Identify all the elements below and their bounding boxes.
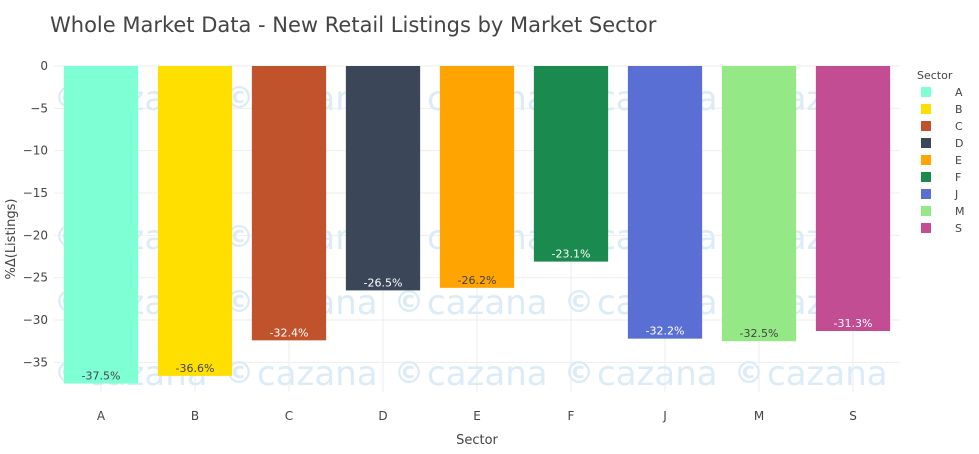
- bars: -37.5% -36.6% -32.4% -26.5% -26.2% -23.1% -32.…: [63, 66, 891, 384]
- data-label: -32.5%: [740, 327, 779, 340]
- y-tick-label: −5: [30, 101, 48, 115]
- legend-label: D: [955, 137, 963, 150]
- x-axis-title: Sector: [456, 433, 498, 448]
- legend-label: E: [955, 154, 962, 167]
- legend-label: J: [954, 188, 958, 201]
- legend-item-A[interactable]: A: [921, 86, 963, 99]
- y-axis-title: %Δ(Listings): [4, 199, 19, 280]
- bar-S: [815, 66, 891, 332]
- y-tick-label: −15: [23, 186, 48, 200]
- watermark-logo-icon: ©: [394, 285, 424, 320]
- bar-F: [533, 66, 609, 262]
- legend-label: A: [955, 86, 963, 99]
- y-tick-label: −35: [23, 355, 48, 369]
- legend-swatch: [921, 206, 931, 216]
- legend-item-S[interactable]: S: [921, 222, 962, 235]
- legend-label: F: [955, 171, 961, 184]
- legend-swatch: [921, 189, 931, 199]
- chart-title: Whole Market Data - New Retail Listings …: [50, 13, 657, 37]
- legend-item-J[interactable]: J: [921, 188, 958, 201]
- watermark-logo-icon: ©: [394, 356, 424, 391]
- bar-B: [157, 66, 233, 376]
- data-label: -26.2%: [458, 274, 497, 287]
- x-tick-label: A: [97, 409, 106, 423]
- bar-J: [627, 66, 703, 339]
- legend-label: M: [955, 205, 965, 218]
- legend-swatch: [921, 138, 931, 148]
- watermark-text: cazana: [427, 283, 548, 323]
- bar-M: [721, 66, 797, 342]
- y-axis-ticks: 0 −5 −10 −15 −20 −25 −30 −35: [23, 59, 48, 369]
- data-label: -37.5%: [82, 370, 121, 383]
- x-tick-label: B: [191, 409, 199, 423]
- x-tick-label: M: [754, 409, 764, 423]
- y-tick-label: 0: [40, 59, 48, 73]
- legend-item-C[interactable]: C: [921, 120, 963, 133]
- x-tick-label: E: [473, 409, 481, 423]
- x-tick-label: F: [568, 409, 575, 423]
- watermark-text: cazana: [767, 354, 888, 394]
- data-label: -32.2%: [646, 325, 685, 338]
- x-tick-label: D: [378, 409, 387, 423]
- watermark-logo-icon: ©: [564, 285, 594, 320]
- data-label: -23.1%: [552, 248, 591, 261]
- x-tick-label: J: [662, 409, 667, 423]
- legend-item-B[interactable]: B: [921, 103, 963, 116]
- watermark-text: cazana: [427, 354, 548, 394]
- legend-swatch: [921, 155, 931, 165]
- legend-label: B: [955, 103, 963, 116]
- legend-item-E[interactable]: E: [921, 154, 962, 167]
- bar-A: [63, 66, 139, 384]
- watermark-logo-icon: ©: [734, 356, 764, 391]
- data-label: -26.5%: [364, 276, 403, 289]
- watermark-text: cazana: [597, 354, 718, 394]
- legend-swatch: [921, 223, 931, 233]
- x-tick-label: C: [285, 409, 293, 423]
- watermark-text: cazana: [257, 354, 378, 394]
- legend-label: S: [955, 222, 962, 235]
- y-tick-label: −25: [23, 271, 48, 285]
- legend-item-D[interactable]: D: [921, 137, 963, 150]
- bar-D: [345, 66, 421, 291]
- bar-C: [251, 66, 327, 341]
- data-label: -36.6%: [176, 362, 215, 375]
- legend-swatch: [921, 104, 931, 114]
- y-tick-label: −30: [23, 313, 48, 327]
- bar-E: [439, 66, 515, 288]
- legend-label: C: [955, 120, 963, 133]
- y-tick-label: −20: [23, 228, 48, 242]
- legend-swatch: [921, 87, 931, 97]
- legend-swatch: [921, 172, 931, 182]
- y-tick-label: −10: [23, 144, 48, 158]
- legend-swatch: [921, 121, 931, 131]
- x-tick-label: S: [849, 409, 857, 423]
- legend-title: Sector: [917, 69, 953, 82]
- data-label: -31.3%: [834, 317, 873, 330]
- data-label: -32.4%: [270, 326, 309, 339]
- legend-item-M[interactable]: M: [921, 205, 965, 218]
- legend-item-F[interactable]: F: [921, 171, 961, 184]
- watermark-logo-icon: ©: [564, 356, 594, 391]
